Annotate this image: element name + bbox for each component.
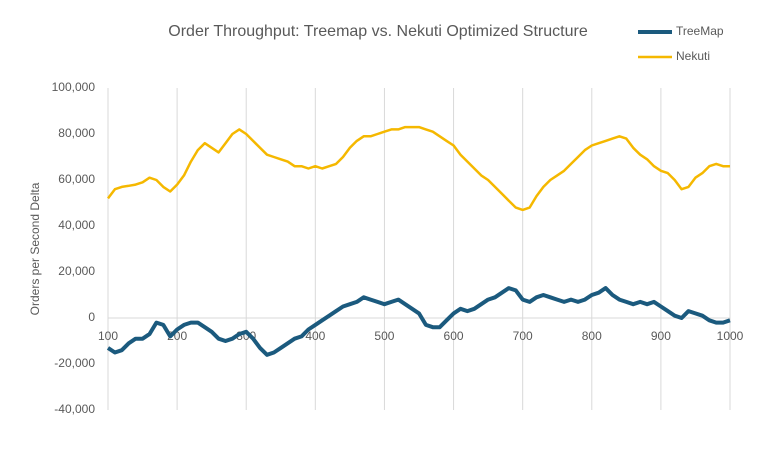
x-tick-label: 400 xyxy=(305,329,325,343)
y-tick-label: 0 xyxy=(88,310,95,324)
x-tick-label: 1000 xyxy=(717,329,744,343)
y-tick-label: -20,000 xyxy=(54,356,95,370)
y-tick-label: 40,000 xyxy=(58,218,95,232)
y-tick-label: 60,000 xyxy=(58,172,95,186)
legend-label: Nekuti xyxy=(676,49,710,63)
series-line xyxy=(106,286,731,357)
x-tick-label: 600 xyxy=(444,329,464,343)
y-tick-label: 80,000 xyxy=(58,126,95,140)
x-tick-label: 100 xyxy=(98,329,118,343)
x-tick-label: 800 xyxy=(582,329,602,343)
y-tick-label: -40,000 xyxy=(54,402,95,416)
x-tick-label: 900 xyxy=(651,329,671,343)
y-axis-label: Orders per Second Delta xyxy=(28,182,42,315)
x-tick-label: 700 xyxy=(513,329,533,343)
y-tick-label: 100,000 xyxy=(52,80,96,94)
series-line xyxy=(107,125,730,212)
legend-label: TreeMap xyxy=(676,24,724,38)
y-tick-label: 20,000 xyxy=(58,264,95,278)
x-tick-label: 500 xyxy=(374,329,394,343)
chart-title: Order Throughput: Treemap vs. Nekuti Opt… xyxy=(168,23,588,40)
